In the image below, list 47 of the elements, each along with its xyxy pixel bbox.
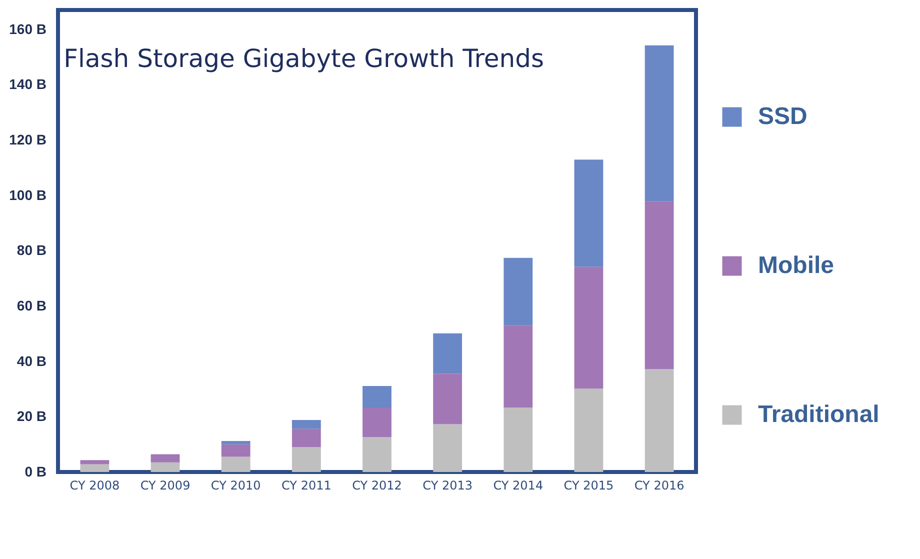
y-tick-label: 0 B xyxy=(24,464,46,480)
y-tick-label: 100 B xyxy=(9,186,46,203)
bar xyxy=(150,462,180,472)
x-tick-label: CY 2008 xyxy=(70,478,120,492)
bar xyxy=(574,266,604,388)
bar xyxy=(80,460,110,464)
bar xyxy=(362,437,392,472)
bar xyxy=(221,456,250,472)
x-tick-label: CY 2015 xyxy=(564,478,614,492)
bar xyxy=(433,424,462,472)
bar xyxy=(504,408,533,472)
bar xyxy=(644,369,674,472)
y-tick-label: 140 B xyxy=(9,76,46,92)
x-tick-label: CY 2009 xyxy=(140,478,190,492)
x-tick-label: CY 2010 xyxy=(210,478,261,492)
bar xyxy=(433,333,462,374)
text: Flash Storage Gigabyte Growth Trends xyxy=(64,44,544,73)
bar xyxy=(80,464,110,472)
x-tick-label: CY 2013 xyxy=(422,478,473,492)
bar xyxy=(362,408,392,438)
bar xyxy=(362,386,392,408)
legend-label: Mobile xyxy=(758,252,834,279)
y-tick-label: 80 B xyxy=(16,242,46,258)
bar xyxy=(504,258,533,326)
bar xyxy=(433,374,462,424)
bar xyxy=(574,160,604,267)
y-tick-label: 160 B xyxy=(9,20,46,37)
bar xyxy=(292,420,321,429)
x-tick-label: CY 2011 xyxy=(281,478,332,492)
bar xyxy=(644,201,674,370)
bar xyxy=(221,441,250,444)
bar xyxy=(574,388,604,472)
x-tick-label: CY 2012 xyxy=(352,478,402,492)
y-tick-label: 60 B xyxy=(16,298,46,314)
y-tick-label: 120 B xyxy=(9,132,46,148)
bar xyxy=(292,428,321,448)
legend-label: SSD xyxy=(758,103,808,130)
bar xyxy=(150,454,180,462)
bar xyxy=(221,444,250,457)
y-tick-label: 40 B xyxy=(16,352,46,369)
bar xyxy=(292,447,321,472)
bar xyxy=(504,325,533,408)
x-tick-label: CY 2016 xyxy=(634,478,684,492)
x-tick-label: CY 2014 xyxy=(493,478,544,492)
bar xyxy=(644,45,674,202)
legend-label: Traditional xyxy=(758,401,880,428)
y-tick-label: 20 B xyxy=(16,408,46,424)
